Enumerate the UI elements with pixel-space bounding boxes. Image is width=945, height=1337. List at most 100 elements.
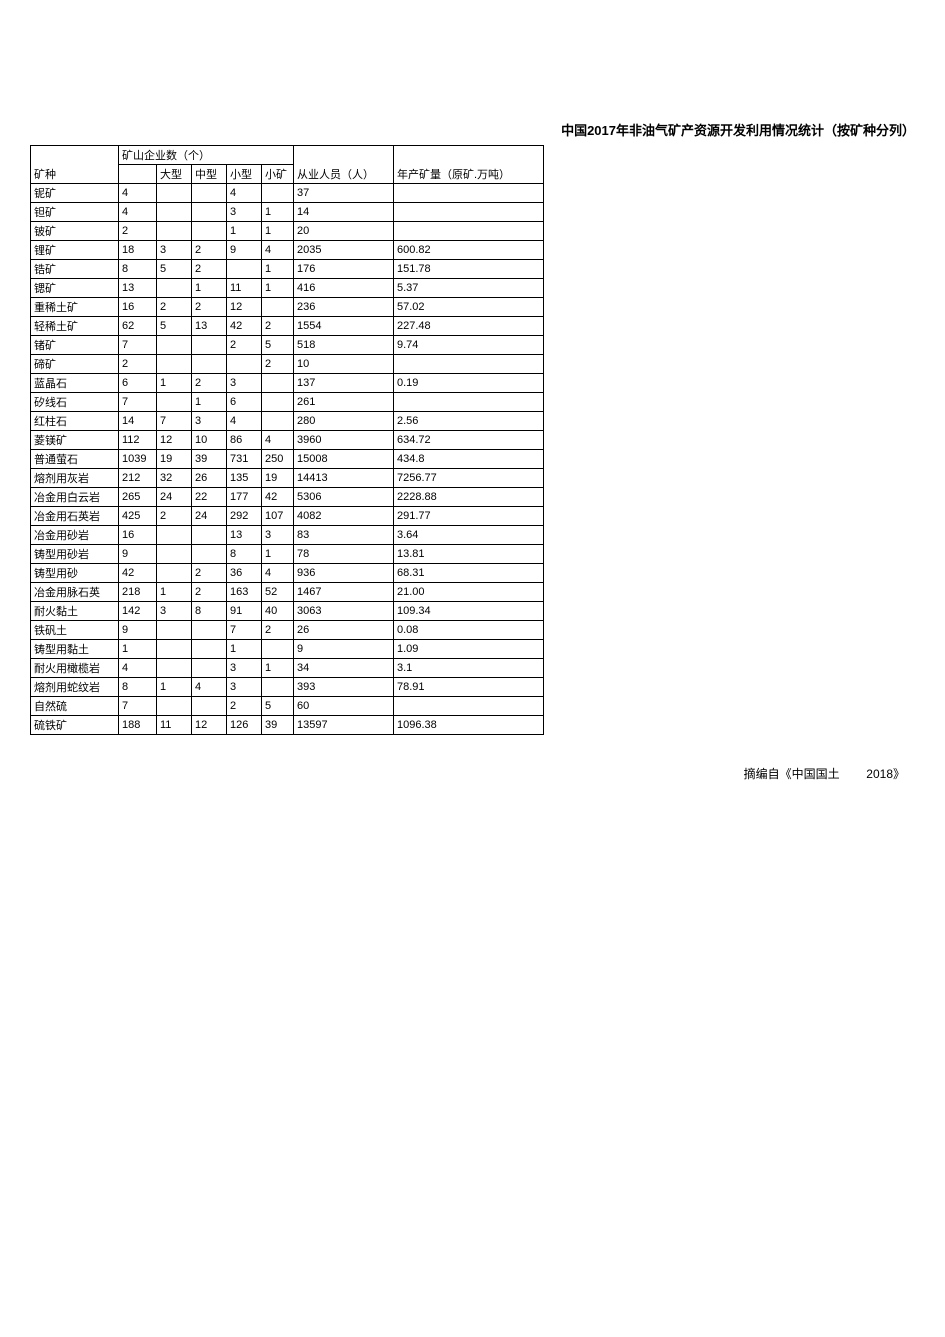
- cell-output: 57.02: [394, 298, 544, 317]
- cell-mineral: 熔剂用灰岩: [31, 469, 119, 488]
- cell-mineral: 重稀土矿: [31, 298, 119, 317]
- cell-small: 177: [227, 488, 262, 507]
- table-row: 锆矿8521176151.78: [31, 260, 544, 279]
- cell-employees: 518: [294, 336, 394, 355]
- cell-mineral: 硫铁矿: [31, 716, 119, 735]
- cell-small: 36: [227, 564, 262, 583]
- cell-output: [394, 355, 544, 374]
- cell-small: 135: [227, 469, 262, 488]
- cell-mineral: 铸型用砂: [31, 564, 119, 583]
- cell-total: 7: [119, 393, 157, 412]
- cell-mineral: 耐火黏土: [31, 602, 119, 621]
- cell-output: [394, 222, 544, 241]
- cell-medium: 1: [192, 279, 227, 298]
- cell-mineral: 耐火用橄榄岩: [31, 659, 119, 678]
- cell-output: 78.91: [394, 678, 544, 697]
- cell-tiny: 4: [262, 241, 294, 260]
- cell-employees: 10: [294, 355, 394, 374]
- cell-output: 0.19: [394, 374, 544, 393]
- cell-output: 9.74: [394, 336, 544, 355]
- cell-employees: 26: [294, 621, 394, 640]
- cell-total: 142: [119, 602, 157, 621]
- cell-mineral: 普通萤石: [31, 450, 119, 469]
- cell-small: 11: [227, 279, 262, 298]
- col-header-group-enterprises: 矿山企业数（个）: [119, 146, 294, 165]
- cell-small: 4: [227, 184, 262, 203]
- cell-employees: 3063: [294, 602, 394, 621]
- cell-large: [157, 621, 192, 640]
- cell-output: 13.81: [394, 545, 544, 564]
- cell-total: 7: [119, 336, 157, 355]
- cell-mineral: 铍矿: [31, 222, 119, 241]
- cell-total: 13: [119, 279, 157, 298]
- table-row: 锂矿1832942035600.82: [31, 241, 544, 260]
- cell-output: 1.09: [394, 640, 544, 659]
- cell-large: [157, 526, 192, 545]
- cell-tiny: 107: [262, 507, 294, 526]
- cell-total: 18: [119, 241, 157, 260]
- cell-total: 42: [119, 564, 157, 583]
- cell-medium: 2: [192, 564, 227, 583]
- cell-medium: 26: [192, 469, 227, 488]
- table-row: 红柱石147342802.56: [31, 412, 544, 431]
- cell-mineral: 铁矾土: [31, 621, 119, 640]
- col-header-tiny: 小矿: [262, 165, 294, 184]
- cell-total: 16: [119, 526, 157, 545]
- cell-total: 188: [119, 716, 157, 735]
- cell-tiny: 40: [262, 602, 294, 621]
- cell-total: 14: [119, 412, 157, 431]
- table-row: 钽矿43114: [31, 203, 544, 222]
- source-citation: 摘编自《中国国土 2018》: [30, 765, 915, 782]
- cell-output: 2.56: [394, 412, 544, 431]
- table-row: 普通萤石1039193973125015008434.8: [31, 450, 544, 469]
- cell-tiny: 5: [262, 697, 294, 716]
- cell-tiny: [262, 640, 294, 659]
- cell-tiny: 1: [262, 279, 294, 298]
- cell-total: 1: [119, 640, 157, 659]
- cell-total: 212: [119, 469, 157, 488]
- cell-medium: 24: [192, 507, 227, 526]
- cell-large: 12: [157, 431, 192, 450]
- cell-mineral: 锂矿: [31, 241, 119, 260]
- cell-employees: 137: [294, 374, 394, 393]
- cell-employees: 20: [294, 222, 394, 241]
- cell-employees: 83: [294, 526, 394, 545]
- cell-large: [157, 355, 192, 374]
- cell-small: 42: [227, 317, 262, 336]
- cell-mineral: 铸型用砂岩: [31, 545, 119, 564]
- cell-large: 5: [157, 260, 192, 279]
- cell-output: [394, 697, 544, 716]
- cell-tiny: 52: [262, 583, 294, 602]
- cell-large: 32: [157, 469, 192, 488]
- cell-small: 13: [227, 526, 262, 545]
- cell-small: 3: [227, 374, 262, 393]
- table-row: 锶矿1311114165.37: [31, 279, 544, 298]
- cell-large: [157, 279, 192, 298]
- cell-large: 5: [157, 317, 192, 336]
- cell-mineral: 锗矿: [31, 336, 119, 355]
- cell-medium: [192, 203, 227, 222]
- cell-employees: 13597: [294, 716, 394, 735]
- cell-output: [394, 393, 544, 412]
- cell-large: 3: [157, 241, 192, 260]
- cell-mineral: 菱镁矿: [31, 431, 119, 450]
- cell-employees: 3960: [294, 431, 394, 450]
- cell-employees: 14413: [294, 469, 394, 488]
- cell-mineral: 冶金用白云岩: [31, 488, 119, 507]
- cell-employees: 936: [294, 564, 394, 583]
- cell-large: [157, 184, 192, 203]
- cell-large: 2: [157, 298, 192, 317]
- cell-output: 291.77: [394, 507, 544, 526]
- cell-small: 731: [227, 450, 262, 469]
- cell-medium: [192, 222, 227, 241]
- col-header-medium: 中型: [192, 165, 227, 184]
- cell-small: 6: [227, 393, 262, 412]
- cell-total: 218: [119, 583, 157, 602]
- source-prefix: 摘编自《中国国土: [744, 767, 840, 781]
- cell-total: 9: [119, 545, 157, 564]
- cell-small: 3: [227, 203, 262, 222]
- cell-employees: 236: [294, 298, 394, 317]
- cell-medium: 12: [192, 716, 227, 735]
- cell-small: 3: [227, 659, 262, 678]
- cell-medium: 2: [192, 260, 227, 279]
